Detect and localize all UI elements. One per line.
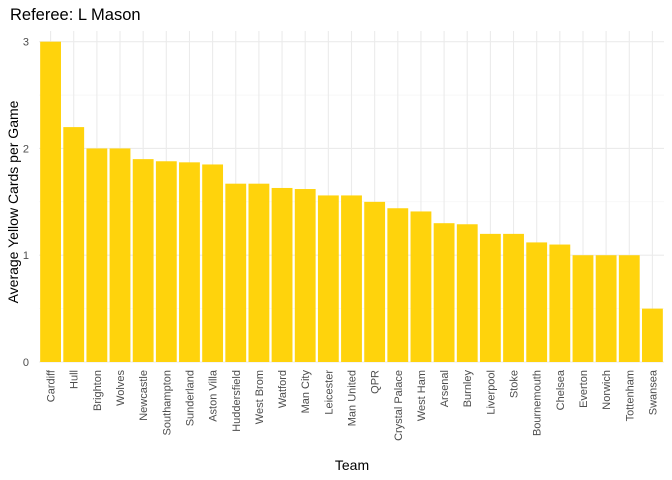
y-tick-label: 3: [23, 37, 29, 49]
x-tick-label: QPR: [370, 370, 382, 394]
x-tick-label: Swansea: [647, 369, 659, 415]
x-tick-label: Chelsea: [555, 369, 567, 410]
x-tick-label: Sunderland: [184, 370, 196, 426]
bar: [132, 159, 154, 362]
bar: [572, 255, 594, 362]
x-tick-label: West Ham: [416, 370, 428, 421]
x-tick-label: Stoke: [509, 370, 521, 398]
bar: [549, 244, 571, 362]
x-tick-label: Burnley: [462, 370, 474, 408]
bar: [248, 183, 270, 362]
x-tick-label: Everton: [578, 370, 590, 408]
bar: [271, 187, 293, 362]
chart-title: Referee: L Mason: [10, 6, 141, 24]
bar: [433, 223, 455, 362]
x-tick-label: Cardiff: [46, 369, 58, 402]
x-axis-title: Team: [335, 457, 369, 473]
x-tick-label: Leicester: [323, 370, 335, 415]
bar: [179, 162, 200, 362]
x-tick-label: Wolves: [115, 370, 127, 406]
x-tick-label: Liverpool: [485, 370, 497, 415]
x-tick-label: Man United: [347, 370, 359, 426]
bar: [618, 255, 640, 362]
bar: [526, 242, 548, 362]
x-tick-label: Aston Villa: [208, 369, 220, 422]
x-tick-label: Southampton: [161, 370, 173, 435]
x-tick-label: Arsenal: [439, 370, 451, 407]
bar: [410, 211, 432, 362]
bar: [387, 208, 409, 362]
x-tick-label: Man City: [300, 370, 312, 414]
x-tick-label: Huddersfield: [231, 370, 243, 432]
y-tick-label: 1: [23, 250, 29, 262]
y-tick-label: 0: [23, 357, 29, 369]
x-tick-label: Watford: [277, 370, 289, 408]
x-tick-label: Tottenham: [624, 370, 636, 421]
y-tick-label: 2: [23, 143, 29, 155]
x-tick-label: Hull: [69, 370, 81, 389]
x-tick-label: Norwich: [601, 370, 613, 410]
bar: [202, 164, 224, 362]
bar: [456, 224, 478, 362]
bar: [86, 148, 108, 362]
bar: [225, 183, 247, 362]
bar: [294, 189, 316, 362]
x-tick-label: Crystal Palace: [393, 370, 405, 441]
bar: [109, 148, 131, 362]
bar: [595, 255, 617, 362]
bar: [341, 195, 362, 362]
bar: [364, 201, 386, 362]
bar: [63, 127, 85, 362]
bar: [503, 233, 524, 362]
x-tick-label: Bournemouth: [532, 370, 544, 436]
x-axis-ticks: Cardiff Hull Brighton Wolves Newcastle Southa…: [46, 369, 660, 441]
x-tick-label: Brighton: [92, 370, 104, 411]
bar: [479, 233, 501, 362]
x-tick-label: West Brom: [254, 370, 266, 424]
x-tick-label: Newcastle: [138, 370, 150, 421]
bar: [155, 161, 177, 362]
bar-series: [40, 41, 663, 362]
bar: [40, 41, 61, 362]
bar: [317, 195, 339, 362]
y-axis-ticks: 0 1 2 3: [23, 37, 29, 369]
bar: [642, 308, 663, 362]
y-axis-title: Average Yellow Cards per Game: [5, 100, 21, 303]
